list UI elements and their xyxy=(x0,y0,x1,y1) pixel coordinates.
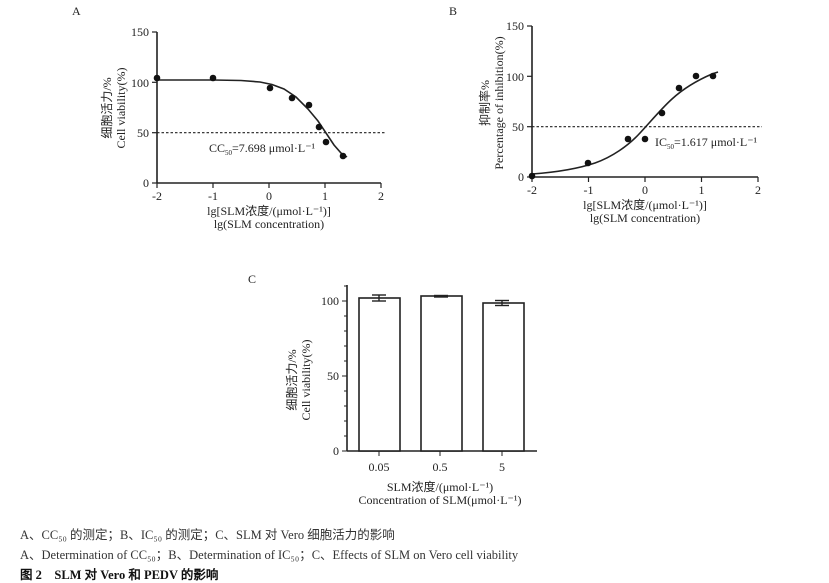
panel-b-label: B xyxy=(449,4,457,18)
panel-a-label: A xyxy=(72,4,81,18)
a-ylabel-en: Cell viability(%) xyxy=(114,68,128,149)
b-ytick-0: 0 xyxy=(518,170,524,184)
b-ylabel-en: Percentage of inhibition(%) xyxy=(492,36,506,169)
b-xtick-2: 2 xyxy=(755,183,761,197)
a-xtick-m2: -2 xyxy=(152,189,162,203)
a-ylabel-cn: 细胞活力/% xyxy=(100,77,114,138)
a-ytick-0: 0 xyxy=(143,176,149,190)
a-xtick-2: 2 xyxy=(378,189,384,203)
c-ytick-50: 50 xyxy=(327,369,339,383)
c-xlabel-cn: SLM浓度/(μmol·L⁻¹) xyxy=(387,479,493,494)
bar-0.5 xyxy=(420,295,463,452)
c-xlabel-en: Concentration of SLM(μmol·L⁻¹) xyxy=(358,493,521,507)
c-ylabel-cn: 细胞活力/% xyxy=(285,349,299,410)
a-xlabel-cn: lg[SLM浓度/(μmol·L⁻¹)] xyxy=(207,203,331,218)
b-xlabel-en: lg(SLM concentration) xyxy=(590,211,700,225)
figure-title: 图 2 SLM 对 Vero 和 PEDV 的影响 xyxy=(20,568,219,582)
caption-line-en: A、Determination of CC₅₀；B、Determination … xyxy=(20,548,519,562)
c-xtick-0.05: 0.05 xyxy=(369,460,390,474)
b-ytick-50: 50 xyxy=(512,120,524,134)
b-ytick-150: 150 xyxy=(506,19,524,33)
a-annotation: CC50=7.698 μmol·L⁻¹ xyxy=(209,141,316,157)
b-ylabel-cn: 抑制率% xyxy=(477,80,492,126)
panel-c-label: C xyxy=(248,272,256,286)
bar-5 xyxy=(482,302,525,452)
caption-line-cn: A、CC₅₀ 的测定；B、IC₅₀ 的测定；C、SLM 对 Vero 细胞活力的… xyxy=(20,528,395,542)
a-xtick-0: 0 xyxy=(266,189,272,203)
panel-b: B 0 50 100 150 -2 -1 0 1 2 IC50=1.617 μm… xyxy=(449,4,762,225)
b-xtick-m1: -1 xyxy=(584,183,594,197)
b-xtick-m2: -2 xyxy=(527,183,537,197)
b-xtick-0: 0 xyxy=(642,183,648,197)
a-xtick-1: 1 xyxy=(322,189,328,203)
c-ylabel-en: Cell viability(%) xyxy=(299,340,313,421)
c-ytick-100: 100 xyxy=(321,294,339,308)
c-ytick-0: 0 xyxy=(333,444,339,458)
b-xlabel-cn: lg[SLM浓度/(μmol·L⁻¹)] xyxy=(583,197,707,212)
panel-a: A 0 50 100 150 -2 -1 0 1 2 CC50= xyxy=(72,4,385,231)
c-xtick-0.5: 0.5 xyxy=(433,460,448,474)
bar-0.05 xyxy=(358,297,401,452)
a-ytick-100: 100 xyxy=(131,76,149,90)
a-xtick-m1: -1 xyxy=(208,189,218,203)
panel-c: C 0 50 100 0.05 0.5 5 SLM浓度/(μmol·L⁻¹) C… xyxy=(248,272,537,507)
b-xtick-1: 1 xyxy=(699,183,705,197)
a-ytick-150: 150 xyxy=(131,25,149,39)
a-ytick-50: 50 xyxy=(137,126,149,140)
a-xlabel-en: lg(SLM concentration) xyxy=(214,217,324,231)
c-xtick-5: 5 xyxy=(499,460,505,474)
b-ytick-100: 100 xyxy=(506,70,524,84)
b-annotation: IC50=1.617 μmol·L⁻¹ xyxy=(655,135,758,151)
